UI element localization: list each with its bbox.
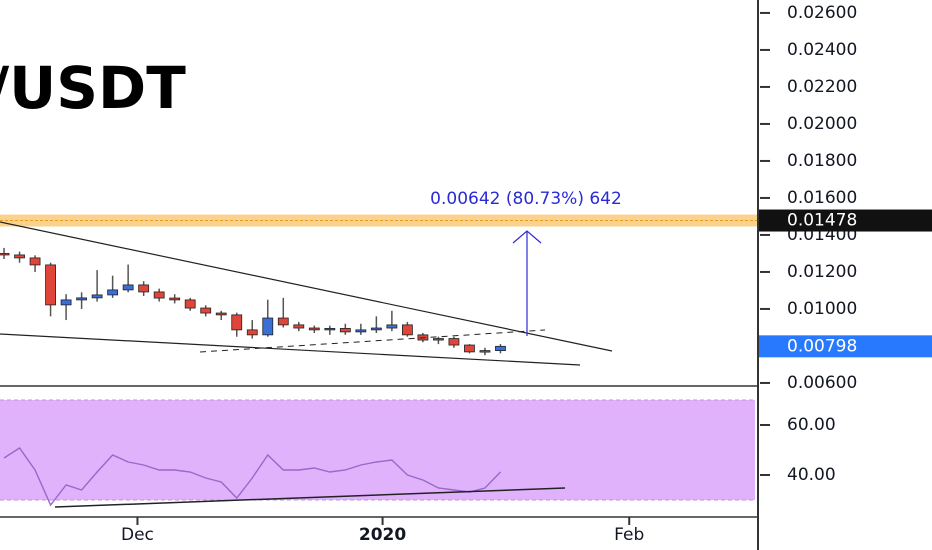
candle-body [479,350,491,353]
candle-body [153,291,165,299]
level-band [0,214,758,227]
price-badge [759,335,932,358]
candle-body [0,253,10,256]
y-tick-label: 0.01800 [787,151,857,171]
candle-body [76,297,88,301]
candle-body [277,317,289,326]
rsi-line [3,447,501,507]
candle-body [495,345,506,351]
candle-body [355,329,367,333]
y-tick-label: 0.01000 [787,299,857,319]
rsi-trend-line [54,487,566,508]
y-tick-label: 0.02400 [787,40,857,60]
candle-body [339,327,351,333]
candle-body [45,264,56,306]
candle-body [215,312,227,316]
candle-body [246,329,258,336]
plot-layer [0,214,758,507]
candle-body [169,297,181,301]
candle-body [308,327,320,331]
candle-body [401,324,413,336]
candle-body [29,257,41,266]
candle-body [262,317,274,336]
candle-body [448,338,460,346]
trend-line [0,333,581,366]
candle-body [433,338,444,341]
price-badge-label: 0.00798 [787,336,857,356]
candle-body [91,294,103,299]
candle-body [231,314,243,331]
y-tick-label: 0.02200 [787,77,857,97]
candle-body [184,299,196,309]
candle-body [122,284,134,291]
candle-body [324,327,336,331]
candle-body [370,327,382,331]
y-tick-label: 40.00 [787,465,836,485]
candle-body [293,324,305,329]
y-tick-label: 0.02600 [787,3,857,23]
title: /USDT [0,54,186,122]
candle-body [386,324,398,329]
y-tick-label: 0.02000 [787,114,857,134]
trend-line-dashed [199,329,546,353]
measure-arrow-head [512,230,542,244]
candle-body [200,307,212,314]
candle-body [138,284,150,293]
rsi-band [0,400,755,500]
candle-body [60,299,72,306]
candle-body [107,289,119,296]
x-tick-label: Feb [614,525,644,545]
price-badge-label: 0.01478 [787,211,857,231]
price-badge [759,209,932,232]
trend-line [0,221,613,352]
x-tick-label: 2020 [359,525,406,545]
y-tick-label: 0.00600 [787,373,857,393]
y-tick-label: 0.01200 [787,262,857,282]
y-tick-label: 0.01600 [787,188,857,208]
y-tick-label: 60.00 [787,415,836,435]
candle-body [14,254,25,259]
measure-annotation: 0.00642 (80.73%) 642 [430,189,622,209]
x-tick-label: Dec [121,525,154,545]
candle-body [464,344,475,353]
